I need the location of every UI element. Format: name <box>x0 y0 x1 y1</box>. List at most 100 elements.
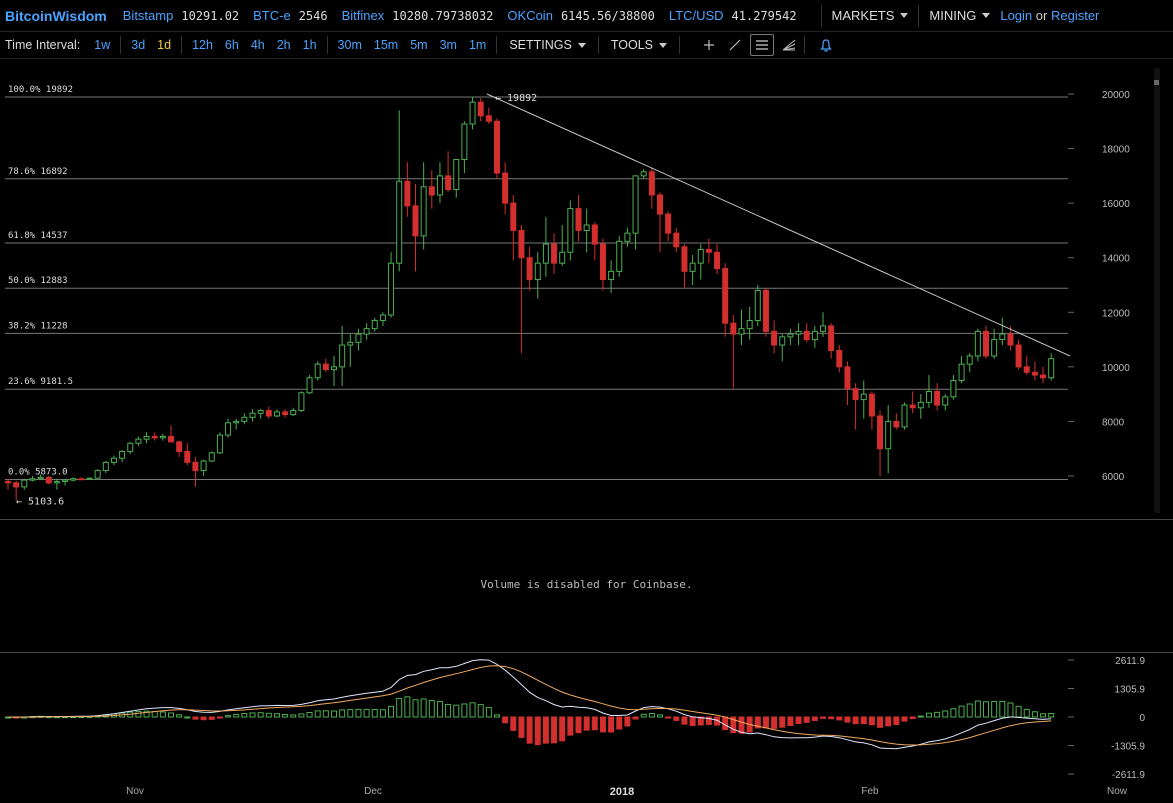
interval-1d[interactable]: 1d <box>157 38 172 52</box>
up-candle <box>53 478 60 490</box>
down-candle <box>45 476 52 485</box>
fib-fan-tool[interactable] <box>778 35 800 55</box>
interval-1m[interactable]: 1m <box>468 38 487 52</box>
interval-2h[interactable]: 2h <box>276 38 291 52</box>
ticker-btce[interactable]: BTC-e 2546 <box>253 8 327 23</box>
macd-bar-negative <box>673 716 680 721</box>
macd-bar-positive <box>339 709 346 718</box>
interval-1w[interactable]: 1w <box>94 38 111 52</box>
register-link[interactable]: Register <box>1050 8 1100 23</box>
ticker-name[interactable]: LTC/USD <box>668 8 724 23</box>
scrollbar-track[interactable] <box>1154 68 1160 513</box>
down-candle <box>184 443 191 466</box>
down-candle <box>868 391 875 430</box>
up-candle <box>974 328 981 362</box>
macd-bar-positive <box>135 710 142 718</box>
macd-bar-negative <box>868 716 875 726</box>
macd-bar-negative <box>795 716 802 725</box>
macd-bar-positive <box>388 705 395 718</box>
macd-bar-negative <box>697 716 704 726</box>
down-candle <box>526 246 533 291</box>
interval-5m[interactable]: 5m <box>410 38 428 52</box>
up-candle <box>958 355 965 384</box>
ticker-name[interactable]: OKCoin <box>507 8 553 23</box>
down-candle <box>673 227 680 253</box>
down-candle <box>477 98 484 122</box>
macd-bar-positive <box>477 704 484 718</box>
interval-1h[interactable]: 1h <box>302 38 317 52</box>
mining-menu[interactable]: MINING <box>929 8 991 23</box>
interval-4h[interactable]: 4h <box>250 38 265 52</box>
ticker-okcoin[interactable]: OKCoin 6145.56/38800 <box>507 8 654 23</box>
up-candle <box>110 455 117 466</box>
macd-bar-positive <box>233 713 240 718</box>
up-candle <box>567 200 574 261</box>
x-label-now: Now <box>1106 786 1128 797</box>
down-candle <box>575 194 582 242</box>
up-candle <box>102 460 109 474</box>
up-candle <box>811 325 818 348</box>
down-candle <box>909 391 916 414</box>
macd-chart[interactable]: 2611.9 1305.9 0 -1305.9 -2611.9 <box>0 652 1173 783</box>
y-tick-label: 6000 <box>1102 472 1125 483</box>
scrollbar-thumb[interactable] <box>1154 80 1159 85</box>
down-candle <box>657 192 663 253</box>
macd-bar-negative <box>738 716 745 734</box>
top-navigation-bar: BitcoinWisdom Bitstamp 10291.02 BTC-e 25… <box>0 0 1173 32</box>
down-candle <box>168 425 174 443</box>
down-candle <box>13 480 20 501</box>
up-candle <box>917 394 924 419</box>
interval-6h[interactable]: 6h <box>224 38 239 52</box>
macd-bar-negative <box>909 716 916 720</box>
up-candle <box>339 325 346 386</box>
price-chart[interactable]: 20000 18000 16000 14000 12000 10000 8000 6000 10… <box>0 60 1173 519</box>
macd-bar-negative <box>665 716 672 719</box>
up-candle <box>29 476 36 482</box>
x-label-dec: Dec <box>364 786 382 797</box>
down-candle <box>502 162 509 215</box>
interval-12h[interactable]: 12h <box>192 38 213 52</box>
down-candle <box>518 224 525 354</box>
ticker-bitstamp[interactable]: Bitstamp 10291.02 <box>123 8 239 23</box>
interval-3m[interactable]: 3m <box>439 38 457 52</box>
tools-menu[interactable]: TOOLS <box>603 38 675 52</box>
macd-histogram <box>5 696 1055 746</box>
up-candle <box>94 469 101 479</box>
ticker-ltcusd[interactable]: LTC/USD 41.279542 <box>669 8 797 23</box>
macd-bar-positive <box>241 713 248 718</box>
divider <box>120 36 122 54</box>
x-label-nov: Nov <box>126 786 144 797</box>
alert-tool[interactable] <box>815 35 837 55</box>
ticker-bitfinex[interactable]: Bitfinex 10280.79738032 <box>342 8 494 23</box>
login-link[interactable]: Login <box>1000 8 1033 23</box>
up-candle <box>534 252 541 299</box>
y-tick-label: 18000 <box>1102 145 1130 156</box>
interval-3d[interactable]: 3d <box>131 38 146 52</box>
up-candle <box>624 227 631 247</box>
interval-15m[interactable]: 15m <box>373 38 399 52</box>
ticker-name[interactable]: Bitfinex <box>341 8 385 23</box>
macd-bar-positive <box>1040 713 1047 718</box>
down-candle <box>322 358 329 373</box>
ticker-name[interactable]: Bitstamp <box>122 8 174 23</box>
line-tool[interactable] <box>724 35 746 55</box>
interval-30m[interactable]: 30m <box>337 38 362 52</box>
macd-bar-positive <box>404 696 411 718</box>
ticker-value: 10291.02 <box>181 8 240 23</box>
x-label-2018: 2018 <box>609 786 635 798</box>
macd-bar-positive <box>950 708 957 718</box>
brand-logo[interactable]: BitcoinWisdom <box>5 7 107 24</box>
macd-bar-positive <box>314 710 321 718</box>
macd-bar-negative <box>820 716 826 719</box>
down-candle <box>78 477 85 481</box>
ticker-name[interactable]: BTC-e <box>253 8 291 23</box>
macd-bar-positive <box>298 713 305 718</box>
macd-bar-negative <box>208 716 215 720</box>
settings-menu[interactable]: SETTINGS <box>501 38 594 52</box>
horizontal-lines-tool[interactable] <box>750 34 774 56</box>
macd-bar-negative <box>844 716 851 723</box>
macd-bar-positive <box>290 714 297 718</box>
crosshair-tool[interactable] <box>698 35 720 55</box>
y-tick-label: 10000 <box>1102 363 1130 374</box>
markets-menu[interactable]: MARKETS <box>832 8 909 23</box>
